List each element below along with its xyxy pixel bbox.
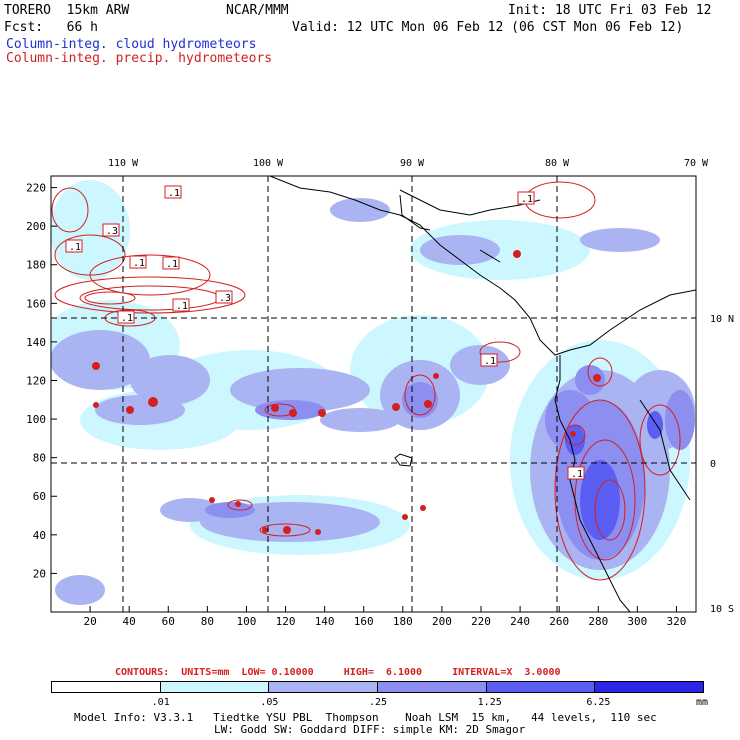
- contour-label-box: .1: [162, 256, 180, 270]
- x-tick-label: 200: [432, 615, 452, 628]
- latlon-grid: [51, 176, 696, 612]
- contour-label-box: .3: [102, 223, 120, 237]
- longitude-labels: 110 W 100 W 90 W 80 W 70 W: [108, 158, 709, 169]
- y-axis-ticks: 220 200 180 160 140 120 100 80 60 40 20: [26, 182, 57, 580]
- x-axis-ticks: 20 40 60 80 100 120 140 160 180 200 220 240 260 280 30…: [83, 606, 686, 628]
- contour-label-box: .1: [172, 298, 190, 312]
- colorbar-swatch: [485, 681, 596, 693]
- x-tick-label: 180: [393, 615, 413, 628]
- y-tick-label: 80: [33, 452, 46, 465]
- x-tick-label: 100: [237, 615, 257, 628]
- colorbar-units: mm: [696, 697, 709, 708]
- colorbar-swatch: [51, 681, 161, 693]
- colorbar-level: 1.25: [477, 697, 502, 708]
- contour-label-box: .1: [164, 185, 182, 199]
- precip-contours: [51, 181, 681, 581]
- contour-label-box: .1: [129, 255, 147, 269]
- y-tick-label: 160: [26, 297, 46, 310]
- field-cloud-label: Column-integ. cloud hydrometeors: [6, 37, 257, 52]
- map-field: [51, 176, 696, 612]
- y-tick-label: 100: [26, 413, 46, 426]
- x-tick-label: 140: [315, 615, 335, 628]
- contour-label-box: .1: [65, 239, 83, 253]
- contour-label: .1: [168, 188, 180, 199]
- contour-label: .1: [176, 301, 188, 312]
- latitude-label: 10 N: [710, 314, 734, 325]
- model-info: Model Info: V3.3.1 Tiedtke YSU PBL Thomp…: [74, 711, 657, 724]
- contour-label: .1: [69, 242, 81, 253]
- y-tick-label: 120: [26, 374, 46, 387]
- latitude-labels: 10 N 0 10 S: [710, 314, 734, 615]
- contour-label-box: .1: [517, 191, 535, 205]
- longitude-label: 80 W: [545, 158, 570, 169]
- contour-label: .1: [571, 469, 583, 480]
- contour-label: .1: [484, 356, 496, 367]
- x-tick-label: 240: [510, 615, 530, 628]
- contour-label-box: .3: [215, 290, 233, 304]
- contour-label-box: .1: [480, 353, 498, 367]
- contour-label: .1: [521, 194, 533, 205]
- contour-label: .3: [219, 293, 231, 304]
- init-time: Init: 18 UTC Fri 03 Feb 12: [508, 3, 712, 18]
- organization: NCAR/MMM: [226, 3, 289, 18]
- contour-info: CONTOURS: UNITS=mm LOW= 0.10000 HIGH= 6.…: [115, 667, 561, 678]
- valid-time: Valid: 12 UTC Mon 06 Feb 12 (06 CST Mon …: [292, 20, 684, 35]
- colorbar-swatch: [159, 681, 270, 693]
- longitude-label: 70 W: [684, 158, 709, 169]
- y-tick-label: 180: [26, 259, 46, 272]
- x-tick-label: 300: [627, 615, 647, 628]
- y-tick-label: 220: [26, 182, 46, 195]
- colorbar-swatch: [377, 681, 487, 693]
- run-name: TORERO 15km ARW: [4, 3, 130, 18]
- y-tick-label: 20: [33, 567, 46, 580]
- x-tick-label: 120: [276, 615, 296, 628]
- forecast-hour: Fcst: 66 h: [4, 20, 98, 35]
- colorbar-level: .05: [260, 697, 279, 708]
- colorbar-swatch: [594, 681, 704, 693]
- latitude-label: 0: [710, 459, 716, 470]
- coastline: [269, 176, 696, 612]
- x-tick-label: 320: [667, 615, 687, 628]
- x-tick-label: 220: [471, 615, 491, 628]
- x-tick-label: 40: [123, 615, 136, 628]
- physics-info: LW: Godd SW: Goddard DIFF: simple KM: 2D…: [214, 723, 526, 736]
- x-tick-label: 80: [201, 615, 214, 628]
- y-tick-label: 140: [26, 336, 46, 349]
- contour-labels: .1 .3 .1 .1 .1 .3 .1 .1 .1 .1 .1: [65, 185, 585, 480]
- colorbar-level: .01: [151, 697, 170, 708]
- x-tick-label: 260: [549, 615, 569, 628]
- contour-label: .3: [106, 226, 118, 237]
- precip-cores: [92, 250, 601, 535]
- contour-label-box: .1: [117, 310, 135, 324]
- x-tick-label: 60: [162, 615, 175, 628]
- y-tick-label: 200: [26, 220, 46, 233]
- x-tick-label: 20: [83, 615, 96, 628]
- y-tick-label: 60: [33, 490, 46, 503]
- contour-label: .1: [166, 259, 178, 270]
- colorbar-level: .25: [369, 697, 388, 708]
- longitude-label: 90 W: [400, 158, 425, 169]
- map-frame: [50, 175, 697, 613]
- contour-label-box: .1: [567, 466, 585, 480]
- x-tick-label: 160: [354, 615, 374, 628]
- y-tick-label: 40: [33, 529, 46, 542]
- field-precip-label: Column-integ. precip. hydrometeors: [6, 51, 273, 66]
- colorbar-level: 6.25: [586, 697, 611, 708]
- colorbar-swatch: [268, 681, 378, 693]
- latitude-label: 10 S: [710, 604, 734, 615]
- x-tick-label: 280: [588, 615, 608, 628]
- longitude-label: 100 W: [253, 158, 284, 169]
- contour-label: .1: [121, 313, 133, 324]
- contour-label: .1: [133, 258, 145, 269]
- longitude-label: 110 W: [108, 158, 139, 169]
